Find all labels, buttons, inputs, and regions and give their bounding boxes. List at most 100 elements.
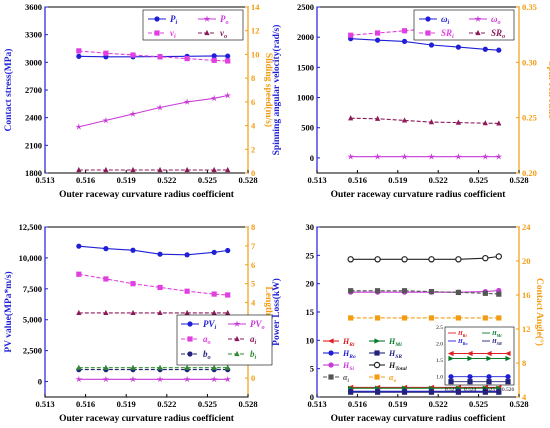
data-point: [157, 364, 163, 370]
data-point: [482, 290, 488, 296]
x-tick-label: 0.516: [348, 175, 367, 185]
data-point: [103, 166, 109, 173]
legend-label: HMi: [388, 337, 402, 348]
y-tick-label: 2500: [297, 2, 314, 12]
data-point: [428, 289, 435, 295]
data-point: [375, 315, 381, 321]
y-tick-label: 5,000: [23, 315, 42, 325]
y-tick-label: 3600: [25, 2, 42, 12]
legend-marker: [328, 374, 334, 380]
series-line-a_o: [78, 273, 228, 296]
inset-data-point: [505, 355, 512, 362]
data-point: [210, 94, 218, 102]
inset-data-point: [467, 374, 473, 380]
x-tick-label: 0.513: [35, 399, 54, 409]
x-tick-label: 0.522: [429, 399, 448, 409]
data-point: [496, 120, 502, 126]
data-point: [103, 50, 109, 56]
data-point: [401, 256, 408, 263]
data-point: [183, 98, 191, 105]
data-point: [130, 281, 136, 287]
data-point: [76, 309, 82, 316]
data-point: [103, 246, 109, 252]
data-point: [375, 115, 381, 121]
y2-tick-label: 12: [522, 324, 531, 334]
data-point: [401, 28, 408, 34]
data-point: [157, 251, 163, 257]
x-tick-label: 0.528: [238, 175, 257, 185]
data-point: [495, 253, 502, 260]
y-tick-label: 20: [306, 279, 315, 289]
data-point: [210, 375, 218, 383]
legend-marker: [154, 30, 160, 36]
inset-data-point: [448, 355, 455, 362]
data-point: [348, 315, 354, 321]
data-point: [482, 389, 488, 395]
data-point: [401, 288, 408, 294]
x-tick-label: 0.519: [117, 399, 136, 409]
data-point: [225, 309, 231, 316]
inset-data-point: [486, 355, 493, 362]
data-point: [374, 256, 381, 263]
legend-label: PVi: [203, 319, 217, 331]
inset-data-point: [485, 350, 492, 357]
data-point: [130, 309, 136, 316]
y2-tick-label: 4: [522, 392, 527, 402]
data-point: [455, 44, 461, 50]
legend-label: ai: [250, 334, 257, 346]
legend-marker: [373, 361, 381, 369]
data-point: [103, 276, 109, 282]
legend-marker: [374, 374, 380, 380]
legend-marker: [425, 16, 431, 22]
x-tick-label: 0.528: [509, 399, 528, 409]
legend-label: ao: [203, 334, 211, 346]
data-point: [401, 389, 408, 395]
data-point: [129, 110, 137, 117]
data-point: [481, 153, 489, 160]
y2-axis-label: Sliding speed(m/s): [263, 53, 274, 127]
data-point: [455, 119, 461, 125]
inset-legend-label: HRo: [457, 339, 468, 346]
legend-marker: [187, 351, 193, 357]
legend-marker: [187, 321, 193, 327]
y-tick-label: 25: [306, 250, 315, 260]
data-point: [76, 271, 82, 277]
legend-marker: [425, 30, 431, 36]
y-tick-label: 500: [301, 123, 314, 133]
y2-tick-label: 6: [251, 97, 255, 107]
x-tick-label: 0.519: [117, 175, 136, 185]
y2-tick-label: 0.35: [522, 2, 537, 12]
chart-panel-4: 0.513 0.516 0.519 0.522 0.525 0.528 0 5 10 15 20 25…: [271, 222, 545, 424]
data-point: [482, 46, 488, 52]
series-line-H_Total: [350, 255, 499, 260]
data-point: [455, 289, 461, 296]
legend-label: PVo: [250, 319, 265, 331]
data-point: [184, 309, 190, 316]
data-point: [348, 115, 354, 121]
y2-tick-label: 10: [251, 49, 260, 59]
inset-x-tick-label: 0.521: [445, 387, 458, 393]
y2-tick-label: 8: [251, 222, 255, 232]
legend-marker: [327, 338, 334, 344]
legend-marker: [328, 350, 334, 356]
y2-tick-label: 5: [251, 279, 255, 289]
x-tick-label: 0.525: [469, 175, 488, 185]
y2-tick-label: 6: [251, 260, 255, 270]
y2-tick-label: 8: [251, 73, 255, 83]
inset-x-tick-label: 0.525: [483, 387, 496, 393]
data-point: [184, 364, 190, 370]
data-point: [375, 37, 381, 43]
data-point: [428, 389, 435, 395]
y-tick-label: 2700: [25, 85, 42, 95]
legend-marker: [328, 362, 334, 368]
legend-marker: [187, 336, 193, 342]
x-axis-label: Outer raceway curvature radius coefficie…: [59, 414, 235, 423]
legend-label: vi: [170, 28, 176, 40]
x-tick-label: 0.528: [238, 399, 257, 409]
data-point: [76, 48, 82, 54]
y-tick-label: 1800: [25, 168, 42, 178]
data-point: [401, 315, 408, 321]
x-tick-label: 0.522: [429, 175, 448, 185]
y-tick-label: 2400: [25, 113, 42, 123]
inset-chart: 1.0 1.5 2.0 2.5 0.521 0.524 0.525 0.526 HRi HMi HR…: [436, 325, 514, 393]
